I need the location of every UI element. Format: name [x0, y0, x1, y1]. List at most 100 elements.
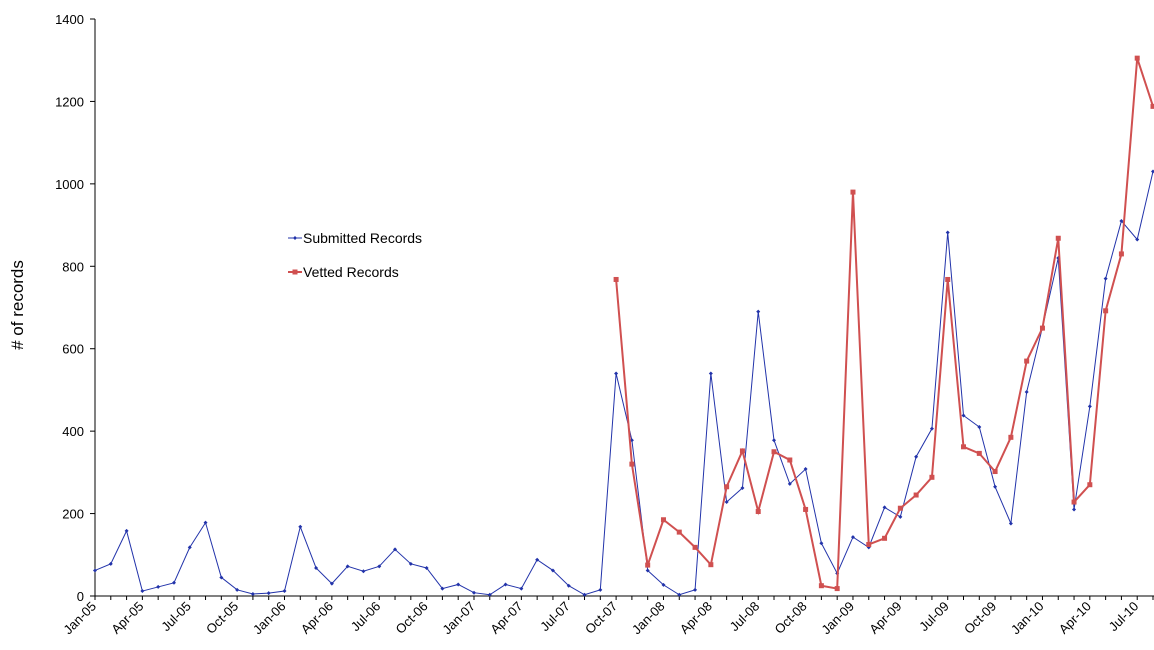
data-point — [803, 506, 809, 512]
data-point — [708, 371, 713, 376]
data-point — [393, 547, 398, 552]
data-point — [1151, 169, 1154, 174]
data-point — [1055, 235, 1061, 241]
data-point — [266, 591, 271, 596]
data-point — [456, 582, 461, 587]
x-tick-label: Jan-06 — [250, 599, 289, 638]
data-point — [235, 587, 240, 592]
data-point — [203, 520, 208, 525]
data-point — [693, 587, 698, 592]
x-tick-label: Oct-07 — [582, 599, 620, 637]
data-point — [850, 535, 855, 540]
data-point — [724, 500, 729, 505]
data-point — [1008, 521, 1013, 526]
data-point — [945, 230, 950, 235]
data-point — [1119, 218, 1124, 223]
data-point — [408, 561, 413, 566]
y-tick-label: 400 — [62, 424, 84, 439]
data-point — [739, 448, 745, 454]
data-point — [866, 541, 872, 547]
data-point — [692, 544, 698, 550]
data-point — [772, 438, 777, 443]
data-point — [882, 505, 887, 510]
data-point — [345, 564, 350, 569]
data-point — [535, 557, 540, 562]
legend-label-submitted: Submitted Records — [303, 230, 422, 246]
x-tick-label: Apr-06 — [298, 599, 336, 637]
data-point — [1071, 499, 1077, 505]
data-point — [756, 309, 761, 314]
data-point — [519, 586, 524, 591]
data-point — [471, 590, 476, 595]
legend-item-vetted: Vetted Records — [288, 264, 399, 280]
data-point — [961, 444, 967, 450]
data-point — [361, 569, 366, 574]
data-point — [1118, 251, 1124, 257]
data-point — [645, 562, 651, 568]
x-tick-label: Jan-09 — [818, 599, 857, 638]
y-tick-labels: 0 200 400 600 800 1000 1200 1400 — [55, 12, 84, 604]
legend-label-vetted: Vetted Records — [303, 264, 399, 280]
x-tick-label: Oct-05 — [203, 599, 241, 637]
legend: Submitted Records Vetted Records — [288, 230, 422, 280]
series-layer — [93, 55, 1154, 597]
data-point — [787, 457, 793, 463]
data-point — [219, 575, 224, 580]
data-point — [424, 565, 429, 570]
data-point — [93, 568, 97, 573]
data-point — [377, 564, 382, 569]
series-vetted-records — [613, 55, 1154, 592]
x-tick-labels: Jan-05 Apr-05 Jul-05 Oct-05 Jan-06 Apr-06 Jul-… — [60, 599, 1141, 638]
data-point — [314, 565, 319, 570]
data-point — [250, 591, 255, 596]
x-tick-label: Oct-09 — [961, 599, 999, 637]
x-tick-label: Oct-06 — [393, 599, 431, 637]
y-axis-title: # of records — [8, 260, 27, 350]
x-tick-label: Jul-07 — [537, 599, 573, 635]
y-tick-label: 1200 — [55, 94, 84, 109]
series-submitted-records — [93, 169, 1154, 597]
data-point — [329, 581, 334, 586]
data-point — [771, 449, 777, 455]
data-point — [187, 545, 192, 550]
data-point — [629, 461, 635, 467]
data-point — [803, 467, 808, 472]
y-tick-label: 1000 — [55, 177, 84, 192]
data-point — [882, 535, 888, 541]
data-point — [834, 586, 840, 592]
data-point — [945, 276, 951, 282]
data-point — [503, 582, 508, 587]
data-point — [993, 484, 998, 489]
data-point — [755, 509, 761, 515]
data-point — [440, 586, 445, 591]
data-point — [645, 568, 650, 573]
data-point — [171, 580, 176, 585]
x-tick-label: Apr-08 — [677, 599, 715, 637]
data-point — [977, 425, 982, 430]
x-tick-label: Apr-07 — [487, 599, 525, 637]
data-point — [1134, 55, 1140, 61]
x-tick-label: Jan-05 — [60, 599, 99, 638]
data-point — [961, 413, 966, 418]
data-point — [897, 505, 903, 511]
data-point — [1072, 507, 1077, 512]
data-point — [598, 587, 603, 592]
y-tick-label: 0 — [77, 589, 84, 604]
data-point — [613, 276, 619, 282]
data-point — [614, 371, 619, 376]
data-point — [661, 582, 666, 587]
x-tick-label: Apr-05 — [108, 599, 146, 637]
data-point — [819, 541, 824, 546]
x-tick-label: Jul-09 — [916, 599, 952, 635]
data-point — [1150, 103, 1154, 109]
data-point — [850, 189, 856, 195]
data-point — [1024, 358, 1030, 364]
x-tick-label: Jan-10 — [1008, 599, 1047, 638]
x-tick-label: Jan-08 — [629, 599, 668, 638]
data-point — [787, 481, 792, 486]
data-point — [124, 528, 129, 533]
data-point — [913, 492, 919, 498]
data-point — [929, 426, 934, 431]
data-point — [992, 469, 998, 475]
